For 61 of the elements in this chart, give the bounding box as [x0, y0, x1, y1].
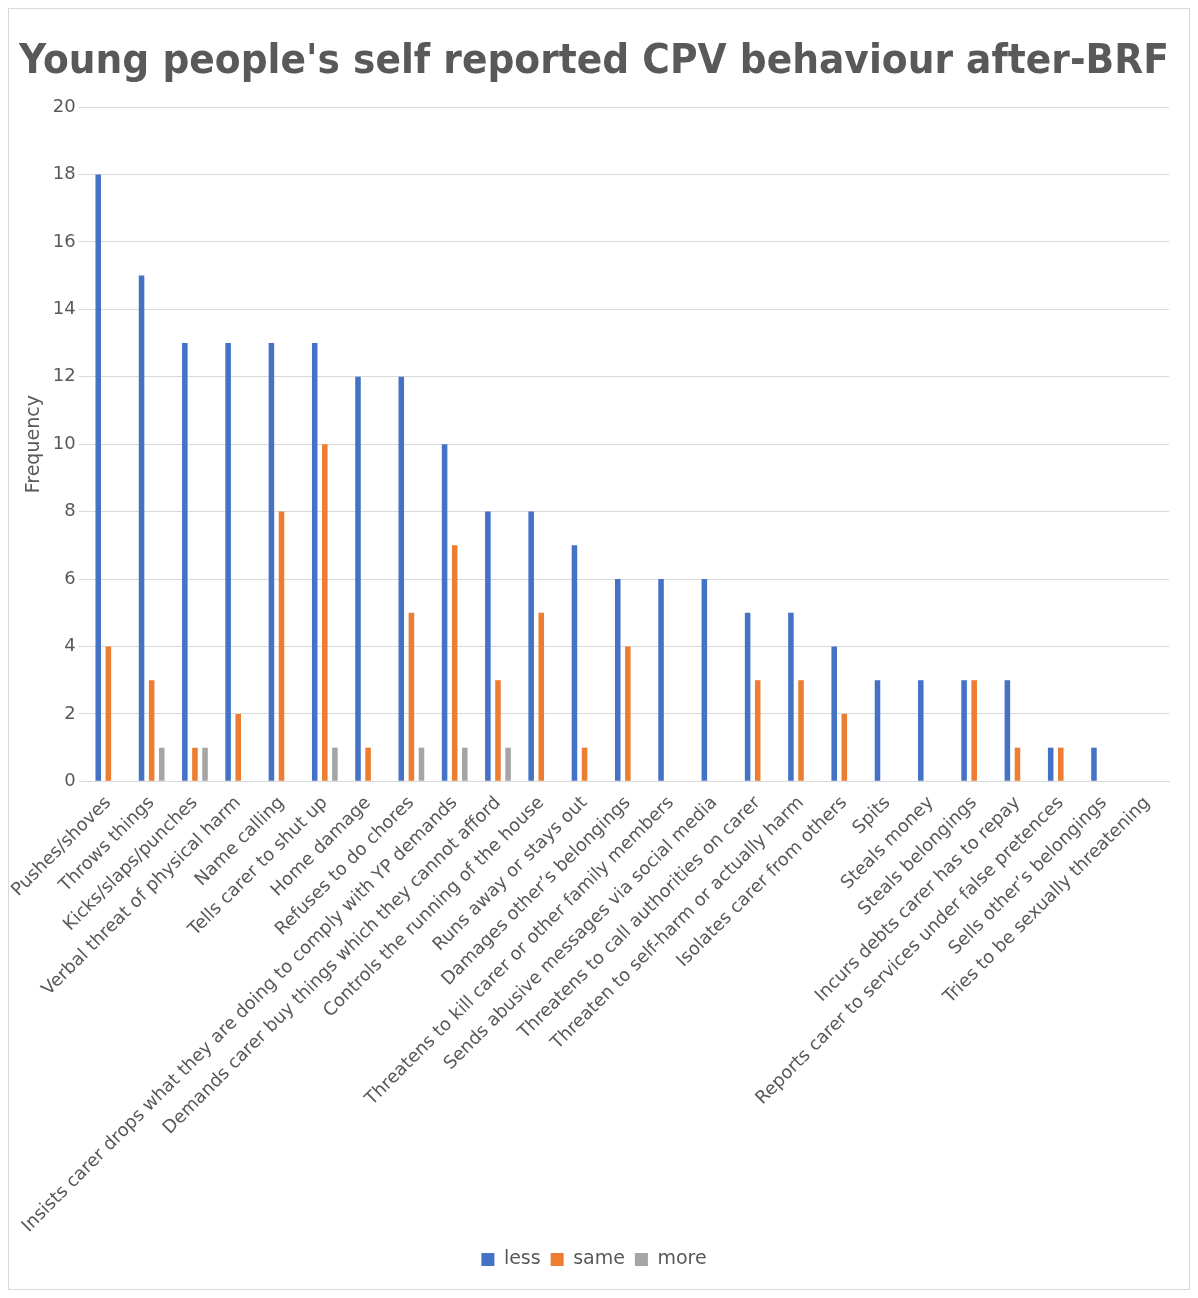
bar — [182, 343, 188, 781]
bar — [538, 612, 545, 781]
bar — [658, 579, 664, 781]
bar — [268, 343, 275, 781]
y-tick-label: 14 — [52, 296, 76, 318]
bar — [235, 713, 241, 781]
y-tick-label: 20 — [52, 94, 76, 116]
bar — [398, 376, 405, 781]
bar — [365, 747, 371, 781]
bar — [874, 680, 881, 781]
legend-label: more — [657, 1246, 707, 1269]
bar — [485, 511, 491, 781]
bar — [95, 174, 102, 781]
bar — [1004, 680, 1011, 781]
bar — [961, 680, 967, 781]
y-tick-label: 16 — [52, 229, 76, 251]
bar — [971, 680, 977, 781]
bar — [1057, 747, 1064, 781]
bar — [1091, 747, 1097, 781]
bar — [192, 747, 198, 781]
chart-title: Young people's self reported CPV behaviour after-BRF — [18, 36, 1169, 83]
bar — [505, 747, 511, 781]
legend-label: less — [503, 1246, 541, 1269]
y-tick-label: 6 — [64, 566, 76, 588]
bar — [798, 680, 804, 781]
bar — [831, 646, 837, 781]
bar — [841, 713, 848, 781]
bar — [754, 680, 761, 781]
bar — [788, 612, 794, 781]
bar — [744, 612, 751, 781]
bar — [278, 511, 285, 781]
bar — [462, 747, 468, 781]
bar — [148, 680, 155, 781]
bar — [355, 376, 361, 781]
bar — [311, 343, 318, 781]
y-tick-label: 12 — [52, 364, 76, 386]
bar — [138, 275, 145, 781]
legend-label: same — [573, 1246, 625, 1269]
bar — [332, 747, 338, 781]
bar — [158, 747, 165, 781]
y-tick-label: 4 — [64, 634, 76, 656]
bar — [918, 680, 924, 781]
bar — [408, 612, 415, 781]
bar — [441, 444, 448, 781]
y-tick-label: 10 — [52, 431, 76, 453]
bar — [451, 545, 458, 781]
y-tick-label: 18 — [52, 162, 76, 184]
bar — [225, 343, 231, 781]
y-tick-label: 2 — [64, 701, 76, 723]
bar — [105, 646, 112, 781]
bar — [322, 444, 328, 781]
bar — [202, 747, 208, 781]
bar — [625, 646, 631, 781]
y-tick-label: 0 — [64, 769, 76, 791]
bar — [528, 511, 534, 781]
bar — [614, 579, 621, 781]
bar — [495, 680, 501, 781]
y-axis-title: Frequency — [21, 395, 44, 494]
y-tick-label: 8 — [64, 499, 76, 521]
bar — [701, 579, 708, 781]
bar — [571, 545, 578, 781]
